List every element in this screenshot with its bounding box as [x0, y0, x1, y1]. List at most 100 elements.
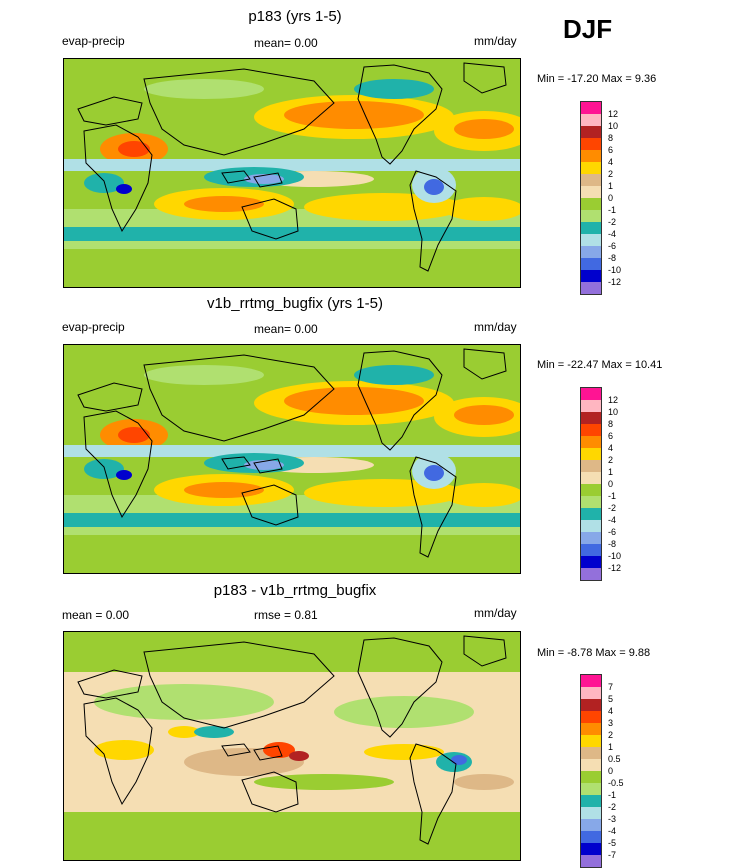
field-contour — [116, 184, 132, 194]
colorbar-swatch — [581, 174, 601, 186]
coastline — [357, 350, 443, 451]
colorbar-tick-label: 2 — [608, 730, 614, 740]
colorbar-tick-label: 5 — [608, 694, 614, 704]
panel2-colorbar — [580, 387, 602, 581]
field-contour — [194, 726, 234, 738]
colorbar-swatch — [581, 138, 601, 150]
colorbar-swatch — [581, 544, 601, 556]
colorbar-tick-label: -10 — [608, 551, 622, 561]
colorbar-swatch — [581, 102, 601, 114]
colorbar-tick-label: 1 — [608, 181, 614, 191]
coastline — [241, 484, 299, 526]
field-contour — [144, 79, 264, 99]
colorbar-swatch — [581, 472, 601, 484]
colorbar-tick-label: 0 — [608, 479, 614, 489]
colorbar-swatch — [581, 819, 601, 831]
field-contour — [118, 427, 150, 443]
colorbar-tick-label: -1 — [608, 491, 617, 501]
colorbar-swatch — [581, 735, 601, 747]
field-contour — [284, 387, 424, 415]
field-contour — [444, 483, 520, 507]
coastline — [357, 637, 443, 738]
field-contour — [354, 79, 434, 99]
colorbar-swatch — [581, 210, 601, 222]
colorbar-tick-label: -4 — [608, 826, 617, 836]
field-contour — [254, 774, 394, 790]
coastline — [463, 635, 507, 667]
colorbar-tick-label: -4 — [608, 515, 617, 525]
field-contour — [84, 459, 124, 479]
coastline — [463, 62, 507, 94]
panel1-colorbar — [580, 101, 602, 295]
colorbar-swatch — [581, 699, 601, 711]
field-contour — [116, 470, 132, 480]
colorbar-tick-label: 0 — [608, 766, 614, 776]
colorbar-tick-label: 4 — [608, 443, 614, 453]
colorbar-swatch — [581, 783, 601, 795]
colorbar-tick-label: 8 — [608, 419, 614, 429]
field-band — [64, 255, 520, 287]
colorbar-tick-label: -2 — [608, 217, 617, 227]
coastline — [409, 743, 457, 845]
coastline — [357, 64, 443, 165]
field-contour — [184, 196, 264, 212]
colorbar-tick-label: 10 — [608, 121, 619, 131]
panel3-left-label: mean = 0.00 — [62, 608, 130, 622]
coastline — [241, 771, 299, 813]
colorbar-tick-label: 6 — [608, 431, 614, 441]
colorbar-swatch — [581, 282, 601, 294]
panel2-center-label: mean= 0.00 — [254, 322, 318, 336]
colorbar-tick-label: 10 — [608, 407, 619, 417]
coastline — [143, 68, 335, 156]
field-contour — [94, 684, 274, 720]
panel3-center-label: rmse = 0.81 — [254, 608, 318, 622]
colorbar-tick-label: -12 — [608, 277, 622, 287]
colorbar-tick-label: 12 — [608, 395, 619, 405]
colorbar-tick-label: 0 — [608, 193, 614, 203]
coastline — [77, 669, 143, 699]
field-contour — [444, 197, 520, 221]
field-contour — [424, 465, 444, 481]
colorbar-swatch — [581, 520, 601, 532]
colorbar-swatch — [581, 448, 601, 460]
colorbar-tick-label: 4 — [608, 706, 614, 716]
colorbar-tick-label: -2 — [608, 802, 617, 812]
colorbar-tick-label: -4 — [608, 229, 617, 239]
field-contour — [454, 405, 514, 425]
panel3-minmax: Min = -8.78 Max = 9.88 — [537, 647, 651, 659]
panel3-colorbar — [580, 674, 602, 868]
field-contour — [144, 365, 264, 385]
colorbar-tick-label: -2 — [608, 503, 617, 513]
colorbar-swatch — [581, 831, 601, 843]
coastline — [409, 456, 457, 558]
colorbar-tick-label: -7 — [608, 850, 617, 860]
colorbar-swatch — [581, 460, 601, 472]
season-label: DJF — [563, 14, 613, 44]
panel2-minmax: Min = -22.47 Max = 10.41 — [537, 359, 663, 371]
colorbar-tick-label: -1 — [608, 205, 617, 215]
map-field — [64, 632, 520, 860]
panel3-units: mm/day — [474, 606, 517, 620]
colorbar-swatch — [581, 556, 601, 568]
field-contour — [424, 179, 444, 195]
colorbar-tick-label: 4 — [608, 157, 614, 167]
coastline — [463, 348, 507, 380]
colorbar-swatch — [581, 771, 601, 783]
field-band — [64, 227, 520, 241]
colorbar-swatch — [581, 843, 601, 855]
colorbar-swatch — [581, 400, 601, 412]
panel2-title: v1b_rrtmg_bugfix (yrs 1-5) — [207, 295, 383, 312]
colorbar-tick-label: 2 — [608, 455, 614, 465]
colorbar-tick-label: -10 — [608, 265, 622, 275]
panel1-center-label: mean= 0.00 — [254, 36, 318, 50]
field-band — [64, 513, 520, 527]
coastline — [221, 170, 283, 188]
coastline — [77, 382, 143, 412]
field-contour — [184, 482, 264, 498]
field-contour — [118, 141, 150, 157]
colorbar-swatch — [581, 150, 601, 162]
coastline — [143, 354, 335, 442]
coastline — [221, 456, 283, 474]
colorbar-swatch — [581, 388, 601, 400]
colorbar-swatch — [581, 759, 601, 771]
